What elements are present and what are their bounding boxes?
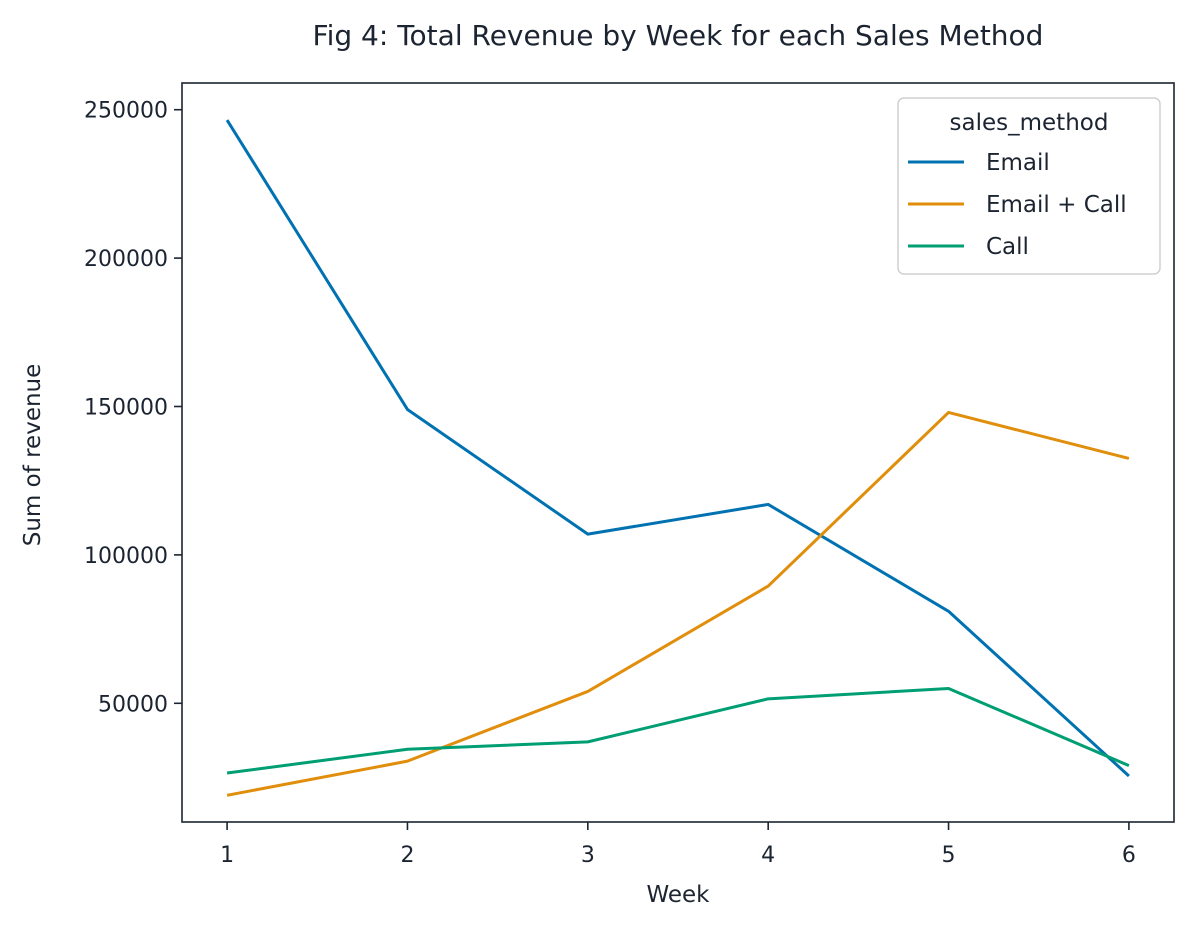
x-axis-label: Week (646, 882, 710, 908)
x-tick-label: 3 (581, 843, 595, 868)
y-tick-label: 100000 (84, 544, 168, 569)
x-tick-label: 6 (1122, 843, 1136, 868)
series-line-email-call (226, 410, 1130, 797)
legend: sales_method Email Email + Call Call (897, 97, 1161, 275)
series-line-email (225, 119, 1130, 778)
y-tick-label: 200000 (84, 247, 168, 272)
plot-area (181, 82, 1175, 823)
legend-box (897, 97, 1161, 275)
legend-title: sales_method (950, 110, 1109, 136)
y-axis-label: Sum of revenue (20, 364, 46, 547)
legend-label-email-call: Email + Call (986, 192, 1127, 218)
y-tick-label: 150000 (84, 395, 168, 420)
y-tick-label: 50000 (98, 692, 168, 717)
plot-frame (181, 82, 1175, 823)
x-tick-label: 2 (400, 843, 414, 868)
x-tick-label: 5 (942, 843, 956, 868)
series-group (225, 119, 1130, 797)
x-tick-label: 4 (761, 843, 775, 868)
x-axis-ticks: 1 2 3 4 5 6 (220, 822, 1136, 868)
series-line-call (226, 686, 1130, 775)
legend-label-email: Email (986, 150, 1050, 176)
chart-title: Fig 4: Total Revenue by Week for each Sa… (313, 19, 1044, 52)
legend-label-call: Call (986, 234, 1029, 260)
y-axis-ticks: 50000 100000 150000 200000 250000 (84, 99, 182, 717)
y-tick-label: 250000 (84, 99, 168, 124)
x-tick-label: 1 (220, 843, 234, 868)
